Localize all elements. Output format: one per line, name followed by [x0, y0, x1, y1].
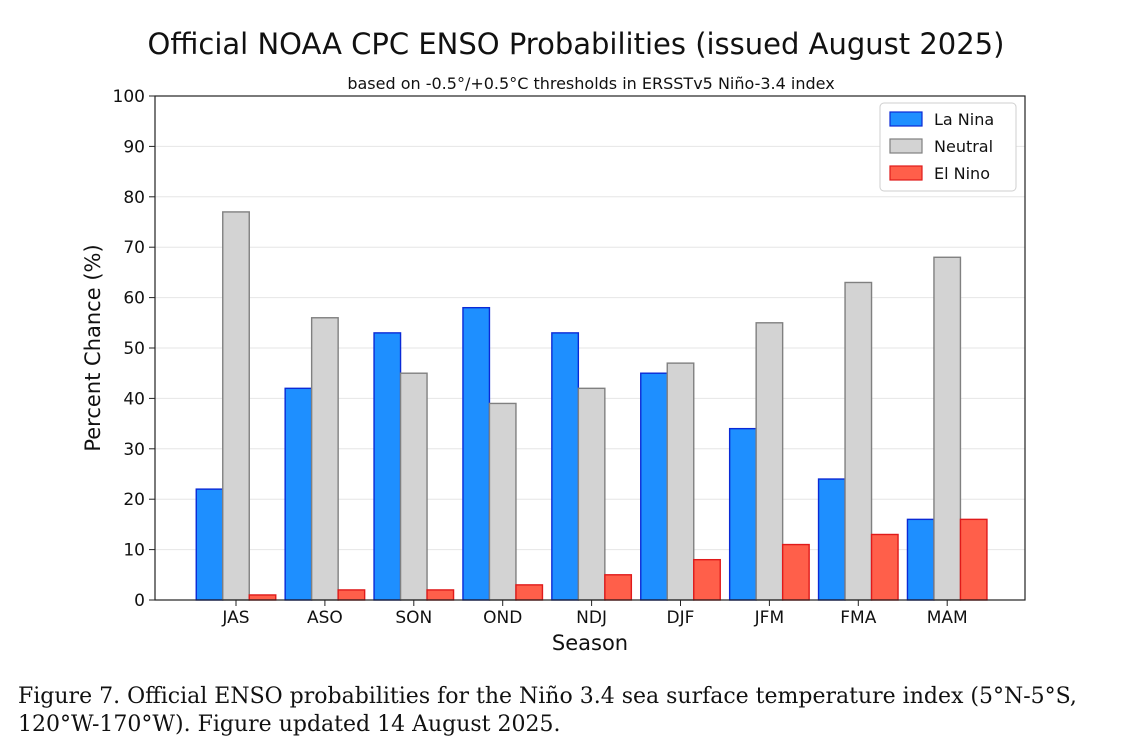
bar-la-nina-fma: [817, 478, 846, 601]
bar-la-nina-son: [373, 332, 402, 601]
y-axis-ticks: 0 10 20 30 40 50 60 70 80 90 100: [113, 87, 155, 611]
legend-label-la-nina: La Nina: [934, 110, 994, 129]
y-tick-label: 70: [123, 238, 145, 258]
bar-la-nina-jfm: [728, 427, 757, 601]
y-tick-label: 10: [123, 541, 145, 561]
bars: [195, 211, 988, 601]
y-tick-label: 90: [123, 137, 145, 157]
x-tick-label-jfm: JFM: [754, 608, 784, 628]
bar-la-nina-jas: [195, 488, 224, 601]
bar-el-nino-ndj: [604, 574, 633, 601]
legend: La Nina Neutral El Nino: [879, 102, 1017, 192]
x-tick-label-mam: MAM: [927, 608, 968, 628]
y-tick-label: 80: [123, 188, 145, 208]
bar-el-nino-son: [426, 589, 455, 601]
bar-la-nina-aso: [284, 387, 313, 601]
bar-neutral-jfm: [755, 322, 784, 601]
y-axis-label: Percent Chance (%): [81, 244, 105, 451]
chart-subtitle: based on -0.5°/+0.5°C thresholds in ERSS…: [347, 74, 834, 93]
bar-neutral-son: [399, 372, 428, 601]
bar-neutral-jas: [222, 211, 250, 601]
x-axis-ticks: JAS ASO SON OND NDJ DJF JFM FMA MAM: [221, 600, 968, 628]
chart-svg: Official NOAA CPC ENSO Probabilities (is…: [81, 27, 1026, 655]
bar-la-nina-ond: [462, 306, 491, 601]
y-tick-label: 40: [123, 389, 145, 409]
y-tick-label: 30: [123, 440, 145, 460]
enso-probability-chart: Official NOAA CPC ENSO Probabilities (is…: [81, 27, 1026, 655]
chart-title: Official NOAA CPC ENSO Probabilities (is…: [148, 27, 1005, 61]
y-tick-label: 0: [134, 591, 145, 611]
bar-el-nino-ond: [515, 584, 544, 601]
bar-neutral-djf: [666, 362, 695, 601]
y-tick-label: 20: [123, 490, 145, 510]
bar-neutral-fma: [844, 281, 873, 601]
x-tick-label-djf: DJF: [667, 608, 695, 628]
bar-la-nina-ndj: [551, 332, 580, 601]
y-tick-label: 50: [123, 339, 145, 359]
bar-el-nino-mam: [959, 518, 988, 601]
legend-swatch-neutral: [889, 138, 923, 154]
legend-swatch-el-nino: [889, 165, 923, 181]
legend-label-neutral: Neutral: [934, 137, 993, 156]
legend-swatch-la-nina: [889, 111, 923, 127]
bar-neutral-ond: [488, 402, 517, 601]
bar-neutral-aso: [310, 317, 339, 601]
bar-neutral-ndj: [577, 387, 606, 601]
bar-el-nino-jas: [248, 594, 277, 601]
y-tick-label: 100: [113, 87, 145, 107]
x-tick-label-fma: FMA: [840, 608, 876, 628]
x-tick-label-jas: JAS: [221, 608, 249, 628]
bar-el-nino-fma: [870, 533, 899, 601]
x-tick-label-aso: ASO: [307, 608, 343, 628]
bar-el-nino-jfm: [781, 543, 810, 601]
legend-label-el-nino: El Nino: [934, 164, 990, 183]
x-tick-label-son: SON: [395, 608, 432, 628]
bar-la-nina-djf: [640, 372, 668, 601]
bar-la-nina-mam: [906, 518, 935, 601]
x-tick-label-ond: OND: [483, 608, 522, 628]
x-tick-label-ndj: NDJ: [576, 608, 607, 628]
bar-el-nino-aso: [337, 589, 366, 601]
figure-caption: Figure 7. Official ENSO probabilities fo…: [18, 684, 1077, 737]
x-axis-label: Season: [552, 631, 628, 655]
bar-el-nino-djf: [693, 558, 721, 601]
y-tick-label: 60: [123, 289, 145, 309]
bar-neutral-mam: [933, 256, 962, 601]
